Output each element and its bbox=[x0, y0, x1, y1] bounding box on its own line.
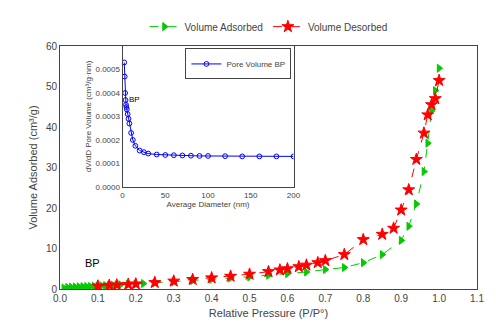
svg-text:Relative Pressure (P/P°): Relative Pressure (P/P°) bbox=[209, 307, 328, 319]
svg-text:BP: BP bbox=[129, 95, 140, 104]
svg-text:0.3: 0.3 bbox=[167, 293, 181, 304]
svg-text:30: 30 bbox=[46, 162, 58, 173]
svg-text:0.0005: 0.0005 bbox=[95, 65, 120, 74]
svg-text:50: 50 bbox=[161, 191, 170, 200]
svg-text:0.2: 0.2 bbox=[129, 293, 143, 304]
svg-text:1.0: 1.0 bbox=[432, 293, 446, 304]
svg-text:dV/dD Pore Volume (cm³/g·nm): dV/dD Pore Volume (cm³/g·nm) bbox=[84, 60, 93, 172]
svg-text:0.0000: 0.0000 bbox=[95, 183, 120, 192]
svg-text:60: 60 bbox=[46, 41, 58, 52]
svg-text:Average Diameter (nm): Average Diameter (nm) bbox=[167, 200, 250, 209]
svg-text:0.0004: 0.0004 bbox=[95, 89, 120, 98]
svg-text:1.1: 1.1 bbox=[470, 293, 484, 304]
svg-text:0.7: 0.7 bbox=[318, 293, 332, 304]
svg-text:0.0003: 0.0003 bbox=[95, 112, 120, 121]
svg-text:0: 0 bbox=[120, 191, 125, 200]
svg-text:0.1: 0.1 bbox=[91, 293, 105, 304]
svg-text:0.0001: 0.0001 bbox=[95, 159, 120, 168]
svg-text:0.8: 0.8 bbox=[356, 293, 370, 304]
svg-text:50: 50 bbox=[46, 81, 58, 92]
svg-text:150: 150 bbox=[244, 191, 258, 200]
svg-text:10: 10 bbox=[46, 243, 58, 254]
svg-text:Volume Adsorbed: Volume Adsorbed bbox=[185, 22, 263, 33]
svg-text:0.5: 0.5 bbox=[243, 293, 257, 304]
svg-text:0.0: 0.0 bbox=[53, 293, 67, 304]
svg-text:0.0002: 0.0002 bbox=[95, 136, 120, 145]
svg-text:100: 100 bbox=[201, 191, 215, 200]
svg-text:0: 0 bbox=[51, 284, 57, 295]
svg-text:0.4: 0.4 bbox=[205, 293, 219, 304]
svg-text:0.9: 0.9 bbox=[394, 293, 408, 304]
svg-text:Pore Volume BP: Pore Volume BP bbox=[226, 60, 285, 69]
svg-text:Volume Adsorbed (cm³/g): Volume Adsorbed (cm³/g) bbox=[27, 105, 39, 229]
svg-text:20: 20 bbox=[46, 203, 58, 214]
svg-text:BP: BP bbox=[85, 257, 100, 269]
svg-text:Volume Desorbed: Volume Desorbed bbox=[308, 22, 388, 33]
svg-text:0.6: 0.6 bbox=[280, 293, 294, 304]
svg-text:200: 200 bbox=[287, 191, 301, 200]
svg-text:40: 40 bbox=[46, 122, 58, 133]
